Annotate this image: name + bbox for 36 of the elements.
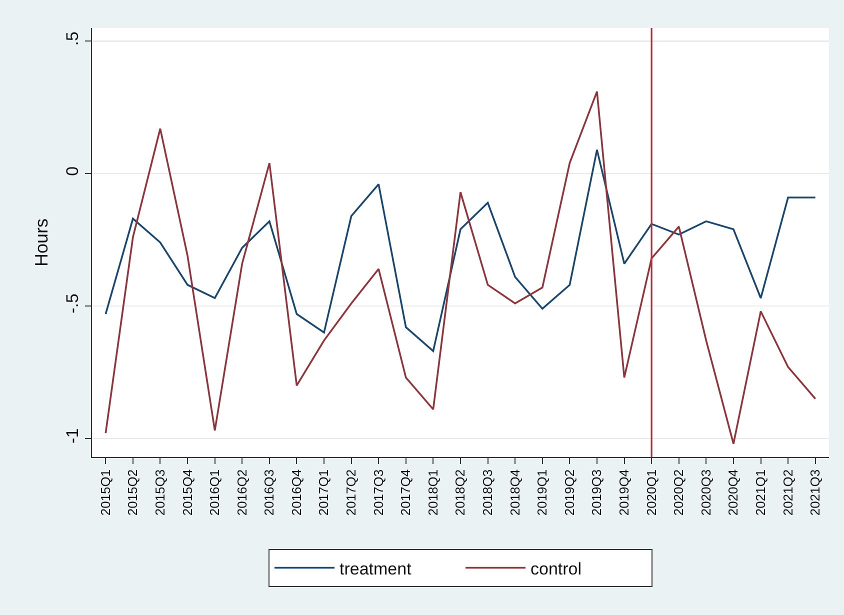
x-tick-label: 2016Q2: [234, 469, 250, 516]
line-series: [104, 148, 816, 352]
x-tick-label: 2016Q3: [262, 469, 277, 516]
x-tick-label: 2019Q1: [534, 469, 550, 516]
y-tick-label: -.5: [63, 294, 82, 314]
x-tick-label: 2017Q1: [316, 469, 332, 516]
x-tick-label: 2015Q1: [98, 469, 113, 516]
x-tick-label: 2019Q2: [562, 469, 577, 516]
x-tick-label: 2018Q1: [425, 469, 440, 516]
x-tick-label: 2021Q1: [752, 469, 768, 516]
x-tick-label: 2020Q4: [726, 469, 741, 516]
x-tick-label: 2018Q3: [480, 469, 496, 516]
x-tick-label: 2017Q3: [370, 469, 386, 516]
y-tick-label: .5: [63, 32, 82, 46]
x-tick-label: 2015Q2: [125, 469, 140, 516]
x-tick-label: 2017Q4: [398, 469, 414, 516]
x-tick-label: 2019Q3: [589, 469, 604, 516]
y-tick-label: 0: [63, 166, 82, 176]
x-tick-label: 2020Q2: [671, 469, 686, 516]
line-series: [104, 90, 816, 445]
x-tick-label: 2015Q4: [180, 469, 195, 516]
x-tick-label: 2015Q3: [152, 469, 168, 516]
x-tick-label: 2020Q1: [644, 469, 659, 516]
x-tick-label: 2018Q4: [507, 469, 522, 516]
y-axis-title: Hours: [31, 218, 52, 267]
x-tick-label: 2019Q4: [616, 469, 632, 516]
legend-label: treatment: [340, 559, 412, 578]
y-tick-label: -1: [63, 428, 82, 444]
x-tick-label: 2016Q1: [207, 469, 222, 516]
x-tick-label: 2021Q2: [780, 469, 796, 516]
x-tick-label: 2016Q4: [288, 469, 304, 516]
x-tick-label: 2020Q3: [698, 469, 714, 516]
x-tick-label: 2017Q2: [344, 469, 359, 516]
x-tick-label: 2018Q2: [452, 469, 468, 516]
legend-label: control: [530, 559, 582, 578]
x-tick-label: 2021Q3: [808, 469, 823, 516]
